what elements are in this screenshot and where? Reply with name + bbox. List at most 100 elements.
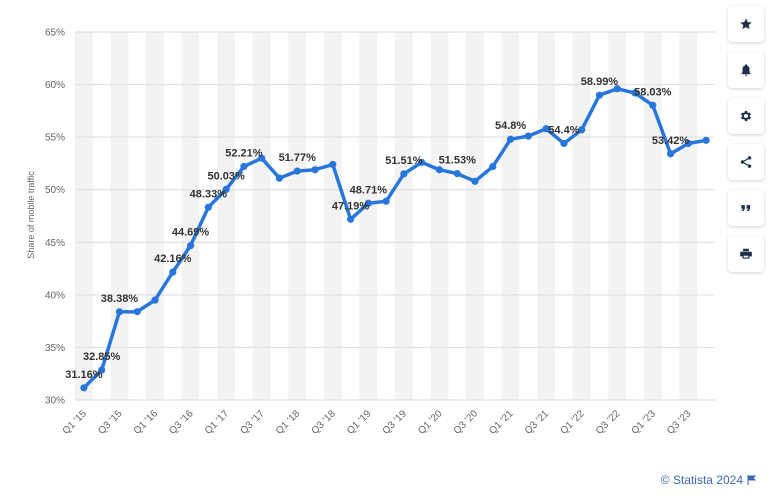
data-point[interactable] xyxy=(169,268,177,276)
grid-lines xyxy=(75,31,715,401)
data-label: 53.42% xyxy=(652,135,690,147)
data-point[interactable] xyxy=(133,308,141,316)
data-point[interactable] xyxy=(418,158,426,166)
data-point[interactable] xyxy=(151,296,159,304)
data-label: 38.38% xyxy=(101,293,139,305)
data-label: 50.03% xyxy=(207,170,245,182)
data-point[interactable] xyxy=(80,384,88,392)
data-point[interactable] xyxy=(311,166,319,174)
data-point[interactable] xyxy=(649,101,657,109)
data-label: 47.19% xyxy=(332,200,370,212)
plot-band xyxy=(217,32,235,400)
settings-button[interactable] xyxy=(728,98,764,134)
data-label: 54.4% xyxy=(548,124,579,136)
data-point[interactable] xyxy=(240,162,248,171)
data-label: 44.69% xyxy=(172,227,210,239)
x-tick-label: Q3 '19 xyxy=(381,408,410,437)
data-label: 51.77% xyxy=(279,152,317,164)
plot-band xyxy=(252,32,271,400)
x-tick-label: Q3 '22 xyxy=(594,408,623,437)
data-point[interactable] xyxy=(506,135,515,143)
data-point[interactable] xyxy=(702,136,710,144)
print-button[interactable] xyxy=(728,236,764,272)
data-point[interactable] xyxy=(293,167,301,175)
y-tick-label: 30% xyxy=(45,396,65,407)
data-point[interactable] xyxy=(382,197,390,205)
data-point[interactable] xyxy=(524,132,532,140)
data-point[interactable] xyxy=(222,185,230,193)
data-point[interactable] xyxy=(560,139,568,148)
data-label: 58.99% xyxy=(581,76,619,88)
data-point[interactable] xyxy=(258,154,266,162)
plot-band xyxy=(146,32,164,400)
plot-band xyxy=(323,32,342,400)
y-axis-label: Share of mobile traffic xyxy=(26,171,36,259)
y-axis-ticks: 30% 35% 40% 45% 50% 55% 60% 65% xyxy=(45,28,65,407)
data-label: 32.85% xyxy=(83,351,121,363)
data-point[interactable] xyxy=(115,308,124,316)
notification-button[interactable] xyxy=(728,52,764,88)
gear-icon xyxy=(740,110,752,122)
data-point[interactable] xyxy=(204,203,212,211)
cite-button[interactable] xyxy=(728,190,764,226)
data-point[interactable] xyxy=(346,215,355,223)
plot-band xyxy=(501,32,520,400)
plot-band xyxy=(643,32,662,400)
x-tick-label: Q3 '23 xyxy=(665,408,694,437)
data-label: 52.21% xyxy=(225,147,263,159)
y-tick-label: 60% xyxy=(45,80,65,91)
x-tick-label: Q1 '19 xyxy=(345,408,374,437)
star-icon xyxy=(740,18,752,30)
data-label: 54.8% xyxy=(495,120,526,132)
y-tick-label: 50% xyxy=(45,185,65,196)
y-tick-label: 65% xyxy=(45,28,65,39)
data-point[interactable] xyxy=(542,125,550,133)
y-tick-label: 35% xyxy=(45,343,65,354)
data-label: 48.71% xyxy=(350,184,388,196)
x-tick-label: Q3 '17 xyxy=(238,408,267,437)
data-point[interactable] xyxy=(400,170,408,178)
plot-band xyxy=(537,32,555,400)
data-point[interactable] xyxy=(631,89,639,97)
favorite-button[interactable] xyxy=(728,6,764,42)
data-points xyxy=(80,85,710,392)
print-icon xyxy=(740,248,752,259)
y-tick-label: 55% xyxy=(45,133,65,144)
data-label: 31.16% xyxy=(65,369,103,381)
x-tick-label: Q1 '22 xyxy=(558,408,587,437)
plot-band xyxy=(430,32,449,400)
y-tick-label: 40% xyxy=(45,290,65,301)
data-label: 51.53% xyxy=(439,155,477,167)
x-tick-label: Q1 '21 xyxy=(487,408,516,437)
data-point[interactable] xyxy=(489,162,497,171)
x-axis-ticks: Q1 '15 Q3 '15 Q1 '16 Q3 '16 Q1 '17 Q3 '17 Q1 '… xyxy=(61,408,694,437)
statista-credit[interactable]: © Statista 2024 xyxy=(661,473,757,487)
x-tick-label: Q1 '23 xyxy=(630,408,659,437)
data-point[interactable] xyxy=(329,160,337,169)
plot-band xyxy=(679,32,698,400)
data-point[interactable] xyxy=(666,150,675,158)
data-point[interactable] xyxy=(684,139,692,148)
data-point[interactable] xyxy=(275,174,284,182)
data-point[interactable] xyxy=(186,241,195,250)
data-point[interactable] xyxy=(364,199,372,207)
share-icon xyxy=(740,156,752,168)
data-point[interactable] xyxy=(453,170,461,178)
data-point[interactable] xyxy=(613,85,621,93)
y-tick-label: 45% xyxy=(45,238,65,249)
share-button[interactable] xyxy=(728,144,764,180)
data-point[interactable] xyxy=(471,177,479,185)
bell-icon xyxy=(741,64,751,76)
data-point[interactable] xyxy=(98,366,106,374)
x-tick-label: Q3 '20 xyxy=(452,408,481,437)
data-point[interactable] xyxy=(578,126,586,134)
data-point[interactable] xyxy=(435,166,444,174)
x-tick-label: Q1 '17 xyxy=(203,408,232,437)
data-labels: 31.16% 32.85% 38.38% 42.16% 44.69% 48.33% 50.0… xyxy=(65,76,689,381)
x-tick-label: Q1 '20 xyxy=(416,408,445,437)
data-label: 48.33% xyxy=(190,188,228,200)
data-point[interactable] xyxy=(595,91,604,99)
x-tick-label: Q1 '16 xyxy=(132,408,161,437)
plot-band xyxy=(75,32,93,400)
